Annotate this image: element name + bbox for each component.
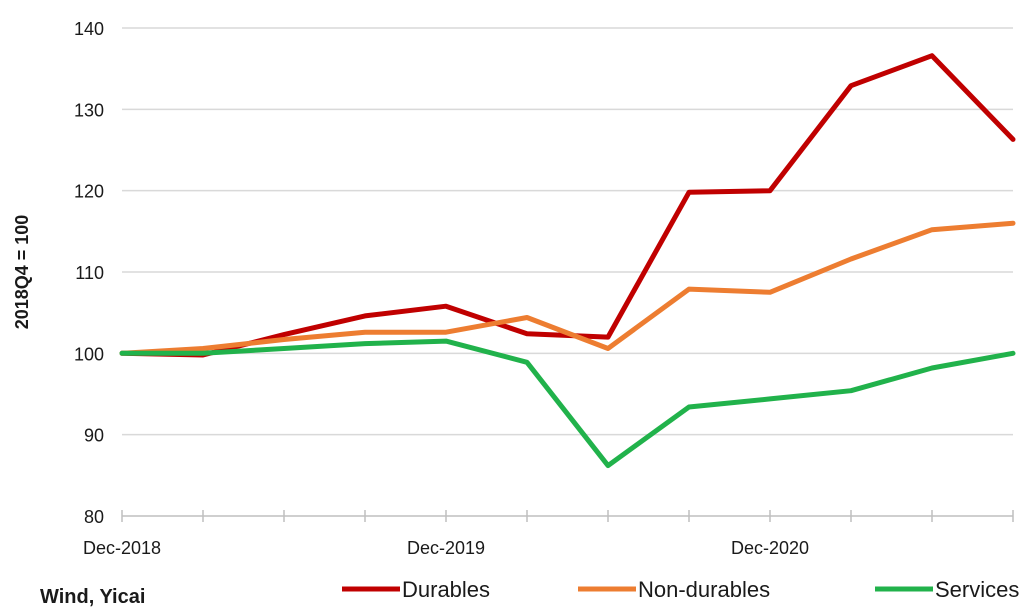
y-tick-label: 120 [74, 182, 104, 202]
source-note: Wind, Yicai [40, 586, 146, 608]
y-tick-label: 90 [84, 426, 104, 446]
legend: Durables Non-durables Services [342, 577, 1019, 602]
y-tick-label: 110 [75, 263, 104, 283]
y-axis-title: 2018Q4 = 100 [12, 215, 32, 330]
legend-label-non-durables: Non-durables [638, 577, 770, 602]
legend-label-services: Services [935, 577, 1019, 602]
series-line-durables [119, 53, 1016, 358]
y-tick-label: 80 [84, 507, 104, 527]
series-lines [119, 53, 1016, 469]
y-axis-tick-labels: 80 90 100 110 120 130 140 [74, 19, 104, 527]
x-axis: Dec-2018 Dec-2019 Dec-2020 [83, 510, 1014, 558]
x-tick-label: Dec-2020 [731, 538, 809, 558]
series-line-services [119, 338, 1016, 469]
series-line-non-durables [119, 220, 1016, 356]
x-tick-label: Dec-2018 [83, 538, 161, 558]
y-tick-label: 130 [74, 100, 104, 120]
legend-label-durables: Durables [402, 577, 490, 602]
x-tick-label: Dec-2019 [407, 538, 485, 558]
gridlines [122, 27, 1013, 436]
y-tick-label: 140 [74, 19, 104, 39]
y-tick-label: 100 [74, 344, 104, 364]
